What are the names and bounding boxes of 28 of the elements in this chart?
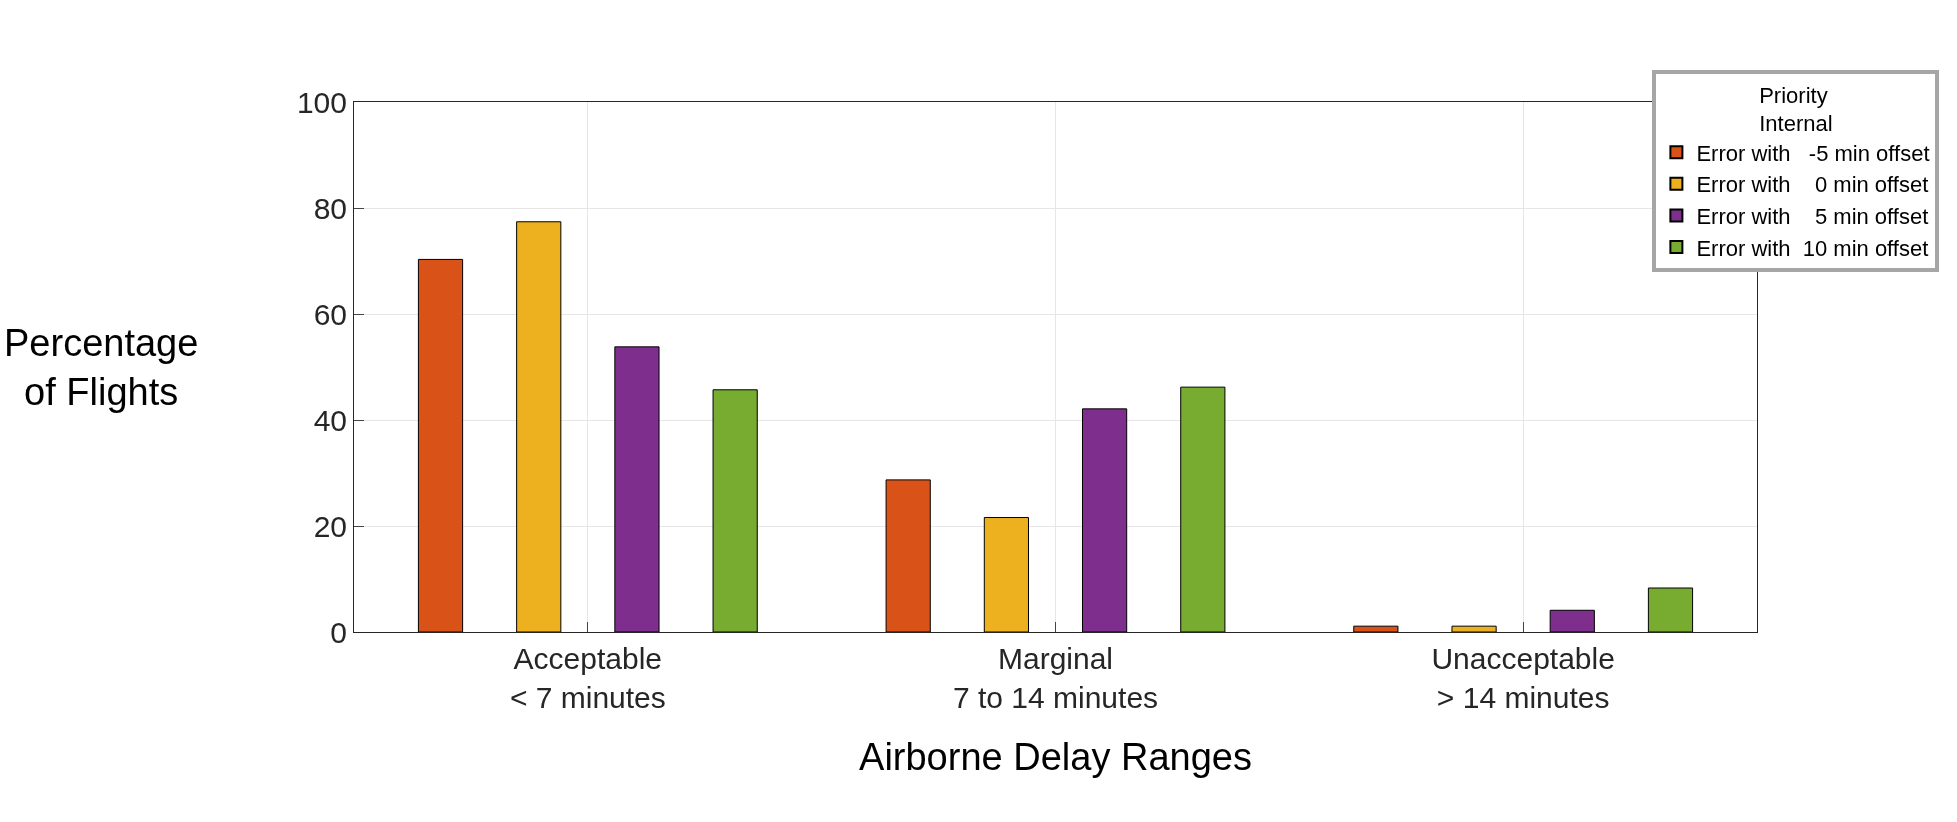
bar [417, 258, 464, 632]
bar [983, 517, 1029, 632]
y-tick-label: 100 [296, 85, 347, 119]
y-tick-label: 40 [313, 403, 347, 437]
bar [885, 479, 931, 632]
y-tick-label: 20 [313, 509, 347, 543]
legend-label: Error with 5 min offset [1696, 203, 1929, 229]
bar [614, 346, 660, 632]
x-tick-label: Unacceptable > 14 minutes [1431, 642, 1615, 714]
bar [516, 221, 562, 632]
bar [1451, 625, 1497, 632]
legend-label: Error with 10 min offset [1696, 235, 1929, 261]
legend-title: Priority Internal [1759, 82, 1833, 137]
legend-label: Error with -5 min offset [1696, 140, 1930, 166]
x-tick-label: Acceptable < 7 minutes [509, 642, 666, 714]
bar [1353, 625, 1399, 632]
bar [1647, 587, 1694, 632]
y-axis-title: Percentage of Flights [4, 322, 199, 414]
bar [1180, 386, 1226, 632]
y-tick-label: 80 [313, 191, 347, 225]
y-tick-label: 0 [330, 615, 347, 649]
bar [1082, 408, 1128, 632]
bar [1549, 609, 1595, 632]
bar [712, 389, 758, 632]
legend-label: Error with 0 min offset [1696, 172, 1929, 198]
x-tick-label: Marginal 7 to 14 minutes [952, 642, 1159, 714]
x-axis-title: Airborne Delay Ranges [859, 736, 1252, 779]
y-tick-label: 60 [313, 297, 347, 331]
